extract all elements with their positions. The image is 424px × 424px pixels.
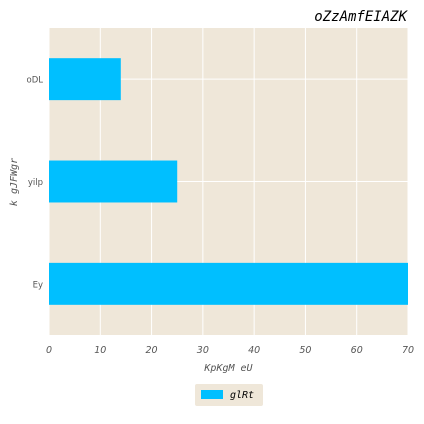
y-category-label: Ey xyxy=(33,280,43,290)
y-category-label: oDL xyxy=(27,76,44,86)
y-category-label: yilp xyxy=(28,178,43,188)
x-tick-label: 0 xyxy=(46,345,52,356)
bar-yilp xyxy=(49,160,178,203)
x-tick-label: 60 xyxy=(351,345,363,356)
x-axis-ticks: 0 10 20 30 40 50 60 70 xyxy=(46,345,414,356)
bar-Ey xyxy=(49,262,408,305)
bar-oDL xyxy=(49,58,121,101)
x-tick-label: 10 xyxy=(94,345,106,356)
x-tick-label: 40 xyxy=(248,345,260,356)
x-tick-label: 20 xyxy=(146,345,158,356)
bars xyxy=(49,58,408,305)
x-tick-label: 70 xyxy=(402,345,414,356)
legend-box xyxy=(195,384,263,406)
legend-label: glRt xyxy=(230,390,254,401)
chart-title: oZzAmfEIAZK xyxy=(314,9,408,25)
x-tick-label: 50 xyxy=(299,345,311,356)
y-axis-categories: oDL yilp Ey xyxy=(27,76,44,291)
x-axis-label: KpKgM eU xyxy=(203,363,253,374)
x-tick-label: 30 xyxy=(197,345,209,356)
legend: glRt xyxy=(195,384,263,406)
y-axis-label: k gJFWgr xyxy=(9,158,20,206)
legend-swatch xyxy=(201,390,223,399)
